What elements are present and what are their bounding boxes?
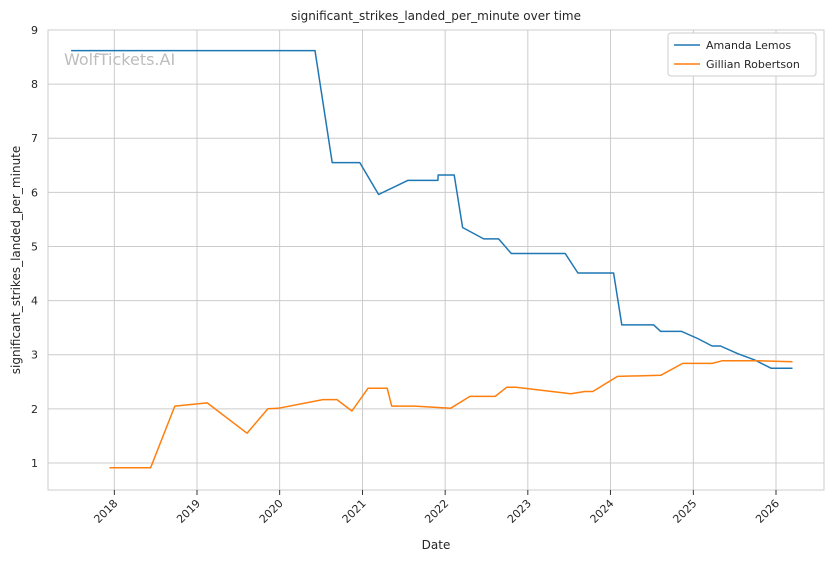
series-layer (71, 49, 793, 469)
y-axis-label: significant_strikes_landed_per_minute (9, 146, 23, 375)
x-tick-label: 2022 (422, 497, 451, 526)
x-tick-label: 2025 (670, 497, 699, 526)
y-tick-label: 1 (31, 457, 38, 470)
x-tick-label: 2026 (753, 497, 782, 526)
legend-label: Gillian Robertson (706, 58, 800, 71)
x-tick-label: 2023 (505, 497, 534, 526)
chart-title: significant_strikes_landed_per_minute ov… (291, 9, 581, 23)
y-axis: 1 2 3 4 5 6 7 8 9 (31, 24, 38, 470)
x-tick-label: 2019 (174, 497, 203, 526)
y-tick-label: 8 (31, 78, 38, 91)
series-line-1 (71, 49, 793, 369)
x-axis: 2018 2019 2020 2021 2022 2023 2024 2025 2026 (91, 490, 782, 526)
grid (48, 29, 824, 490)
x-tick-label: 2018 (91, 497, 120, 526)
x-axis-label: Date (422, 538, 451, 552)
y-tick-label: 7 (31, 132, 38, 145)
y-tick-label: 6 (31, 186, 38, 199)
legend-label: Amanda Lemos (706, 39, 791, 52)
y-tick-label: 4 (31, 295, 38, 308)
legend: Amanda Lemos Gillian Robertson (667, 32, 817, 77)
y-tick-label: 5 (31, 240, 38, 253)
watermark: WolfTickets.AI (64, 50, 175, 69)
y-tick-label: 2 (31, 403, 38, 416)
plot-area (47, 29, 825, 491)
x-tick-label: 2020 (257, 497, 286, 526)
x-tick-label: 2021 (340, 497, 369, 526)
y-tick-label: 3 (31, 349, 38, 362)
x-tick-label: 2024 (588, 497, 617, 526)
y-tick-label: 9 (31, 24, 38, 37)
series-line-2 (109, 359, 793, 469)
legend-box (667, 32, 817, 77)
